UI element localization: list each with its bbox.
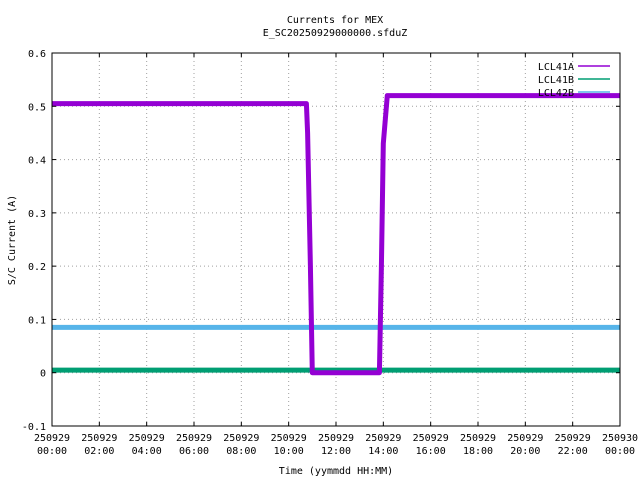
x-tick-label-time: 14:00 (368, 446, 398, 457)
x-tick-label-date: 250929 (176, 433, 212, 444)
x-tick-label-time: 04:00 (132, 446, 162, 457)
x-tick-label-time: 00:00 (605, 446, 635, 457)
y-tick-label: -0.1 (22, 422, 46, 433)
x-tick-label-date: 250929 (318, 433, 354, 444)
series-lines (52, 93, 620, 376)
x-axis-label: Time (yymmdd HH:MM) (279, 466, 393, 477)
x-tick-label-time: 12:00 (321, 446, 351, 457)
legend-label-lcl41a: LCL41A (538, 62, 574, 73)
x-tick-label-date: 250929 (129, 433, 165, 444)
series-line-lcl41a (52, 93, 620, 376)
legend: LCL41A LCL41B LCL42B (538, 62, 610, 99)
x-tick-label-date: 250929 (507, 433, 543, 444)
y-axis-label: S/C Current (A) (7, 195, 18, 285)
x-tick-label-time: 22:00 (558, 446, 588, 457)
chart-subtitle: E_SC20250929000000.sfduZ (263, 28, 408, 39)
x-tick-label-date: 250929 (413, 433, 449, 444)
x-tick-label-date: 250929 (460, 433, 496, 444)
x-tick-label-time: 16:00 (416, 446, 446, 457)
x-tick-label-time: 10:00 (274, 446, 304, 457)
y-tick-label: 0.4 (28, 156, 46, 167)
y-tick-label: 0.6 (28, 49, 46, 60)
x-tick-label-time: 06:00 (179, 446, 209, 457)
x-tick-label-time: 08:00 (226, 446, 256, 457)
y-tick-label: 0.3 (28, 209, 46, 220)
chart-title: Currents for MEX (287, 15, 383, 26)
x-tick-label-date: 250929 (81, 433, 117, 444)
x-tick-label-date: 250929 (271, 433, 307, 444)
y-tick-label: 0 (40, 369, 46, 380)
x-tick-label-time: 02:00 (84, 446, 114, 457)
x-tick-label-date: 250929 (555, 433, 591, 444)
y-tick-label: 0.2 (28, 262, 46, 273)
legend-label-lcl42b: LCL42B (538, 88, 574, 99)
x-tick-label-time: 18:00 (463, 446, 493, 457)
y-tick-label: 0.5 (28, 102, 46, 113)
x-tick-label-date: 250929 (34, 433, 70, 444)
x-tick-label-date: 250930 (602, 433, 638, 444)
x-tick-label-time: 20:00 (510, 446, 540, 457)
axis-ticks: -0.1 0 0.1 0.2 0.3 0.4 0.5 0.6 250929 00:00 250929… (22, 49, 638, 457)
legend-label-lcl41b: LCL41B (538, 75, 574, 86)
y-tick-label: 0.1 (28, 315, 46, 326)
x-tick-label-time: 00:00 (37, 446, 67, 457)
x-tick-label-date: 250929 (223, 433, 259, 444)
x-tick-label-date: 250929 (365, 433, 401, 444)
